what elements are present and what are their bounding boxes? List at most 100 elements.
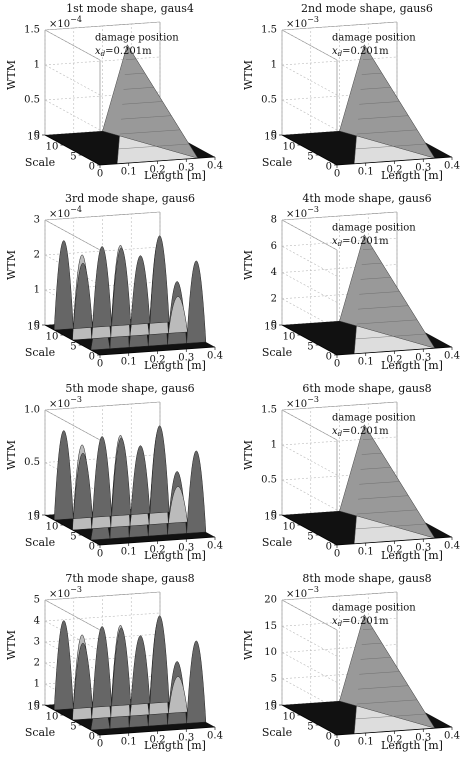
x-tick-label: 0.2: [387, 735, 403, 746]
annotation: xd=0.201m: [332, 236, 389, 249]
x-tick-label: 0.4: [207, 161, 223, 172]
surface-wave: [73, 452, 93, 519]
y-axis: [44, 704, 101, 736]
surface-wave: [111, 247, 132, 327]
z-tick-label: 8: [271, 215, 277, 226]
surface-mesh: [356, 699, 418, 705]
surface-wave: [186, 640, 207, 724]
x-tick-label: 0.4: [444, 351, 460, 362]
z-tick-label: 0: [34, 130, 40, 141]
z-tick-label: 1: [271, 440, 277, 451]
x-tick-label: 0.4: [207, 541, 223, 552]
y-tick-label: 15: [264, 322, 277, 333]
y-tick-label: 5: [70, 342, 76, 353]
z-multiplier-base: ×10: [286, 589, 307, 600]
x-tick-label: 0.1: [121, 167, 137, 178]
annotation-symbol: x: [332, 426, 338, 437]
surface-mesh: [359, 291, 400, 295]
z-multiplier-base: ×10: [286, 399, 307, 410]
grid-line: [44, 462, 101, 493]
surface-wave: [186, 450, 207, 534]
annotation: damage position: [332, 33, 416, 44]
panel: 0 0.5 1 1.5 0 0.1 0.2 0.3 0.4 0 5 10 15 1st mode shap…: [5, 2, 223, 182]
surface-mesh: [123, 87, 154, 90]
x-axis-label: Length [m]: [381, 739, 443, 752]
z-tick-label: 0.5: [261, 475, 277, 486]
y-tick-label: 15: [264, 512, 277, 523]
surface-wave: [149, 425, 170, 514]
surface-wave: [168, 676, 188, 714]
z-multiplier-power: −4: [70, 15, 82, 24]
z-axis-label: WTM: [5, 630, 18, 660]
z-tick-label: 0: [271, 130, 277, 141]
grid-line: [281, 29, 338, 61]
annotation: damage position: [332, 223, 416, 234]
surface-wave: [111, 627, 132, 707]
z-tick-label: 0: [34, 510, 40, 521]
x-axis-label: Length [m]: [381, 549, 443, 562]
z-tick-label: 10: [264, 647, 277, 658]
surface-mesh: [355, 143, 426, 150]
y-tick-label: 0: [326, 352, 332, 363]
surface-mesh: [362, 628, 374, 630]
panel: 0 2 4 6 8 0 0.1 0.2 0.3 0.4 0 5 10 15 4th mode shape, …: [242, 192, 460, 372]
x-axis-label: Length [m]: [144, 359, 206, 372]
annotation-value: =0.201m: [342, 236, 389, 247]
y-axis-label: Scale: [25, 346, 55, 359]
y-tick-label: 0: [89, 542, 95, 553]
panel-title: 7th mode shape, gaus8: [65, 572, 194, 585]
x-tick-label: 0.2: [150, 355, 166, 366]
grid-line: [44, 683, 101, 715]
z-multiplier-power: −3: [307, 15, 319, 24]
grid-line: [281, 298, 338, 330]
z-tick-label: 4: [34, 616, 40, 627]
surface-mesh: [356, 319, 418, 325]
x-tick-label: 0.3: [415, 353, 431, 364]
grid-line: [44, 29, 101, 61]
grid-line: [281, 617, 398, 627]
annotation-subscript: d: [338, 240, 343, 248]
surface-mesh: [355, 713, 426, 720]
surface-wave: [168, 296, 188, 334]
surface-mesh: [357, 685, 409, 690]
y-tick-label: 15: [264, 702, 277, 713]
y-tick-label: 15: [27, 322, 40, 333]
z-axis-label: WTM: [242, 440, 255, 470]
y-axis-label: Scale: [262, 156, 292, 169]
z-axis-label: WTM: [242, 60, 255, 90]
surface-mesh: [124, 72, 145, 75]
surface-mesh: [362, 248, 374, 250]
x-tick-label: 0.1: [121, 547, 137, 558]
z-tick-label: 20: [264, 595, 277, 606]
surface-mesh: [357, 305, 409, 310]
z-tick-label: 2: [271, 293, 277, 304]
surface-wave: [130, 445, 151, 515]
annotation-subscript: d: [101, 50, 106, 58]
x-tick-label: 0.2: [387, 355, 403, 366]
annotation-symbol: x: [332, 46, 338, 57]
z-tick-label: 0.5: [24, 95, 40, 106]
z-multiplier-power: −3: [70, 395, 82, 404]
x-tick-label: 0.1: [358, 737, 374, 748]
z-tick-label: 2: [34, 250, 40, 261]
z-axis-label: WTM: [5, 60, 18, 90]
z-multiplier-power: −4: [70, 205, 82, 214]
surface-wave: [92, 436, 112, 518]
surface-wave: [53, 430, 74, 521]
grid-line: [44, 289, 101, 321]
y-axis-label: Scale: [262, 536, 292, 549]
z-multiplier-base: ×10: [49, 19, 70, 30]
surface-wave: [149, 235, 170, 324]
z-tick-label: 3: [34, 215, 40, 226]
x-tick-label: 0: [97, 549, 103, 560]
x-tick-label: 0.4: [444, 541, 460, 552]
z-tick-label: 6: [271, 241, 277, 252]
surface-wave: [186, 260, 207, 344]
grid-line: [281, 272, 338, 303]
x-tick-label: 0.4: [444, 161, 460, 172]
grid-line: [44, 620, 101, 652]
z-multiplier-base: ×10: [49, 589, 70, 600]
y-tick-label: 10: [46, 332, 59, 343]
y-axis-label: Scale: [25, 536, 55, 549]
surface-wave: [130, 635, 151, 705]
